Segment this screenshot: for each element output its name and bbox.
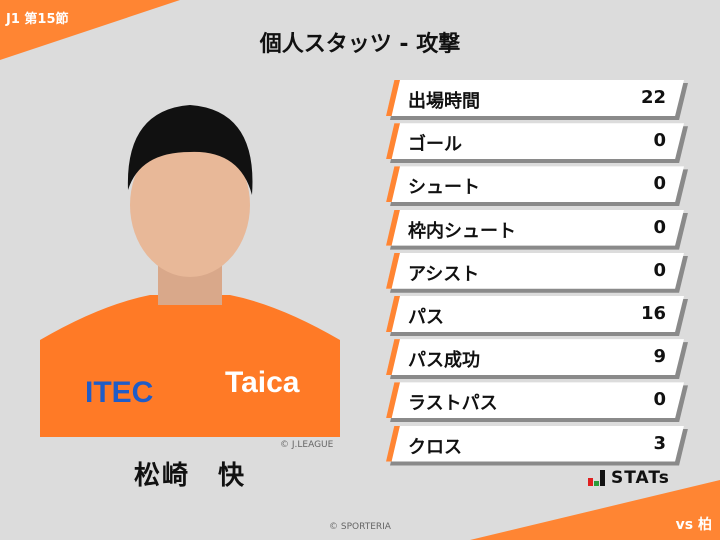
matchday-label: J1 第15節 bbox=[6, 12, 69, 27]
stat-row: アシスト 0 bbox=[386, 252, 688, 293]
stat-row: ゴール 0 bbox=[386, 123, 688, 164]
stat-value: 0 bbox=[653, 259, 666, 281]
stat-row: ラストパス 0 bbox=[386, 382, 688, 423]
stats-logo: STATs bbox=[588, 468, 670, 488]
player-photo: ITEC Taica bbox=[40, 80, 340, 437]
stats-list: 出場時間 22 ゴール 0 シュート 0 枠内シュート 0 アシスト 0 パス 16 パス成功 9 ラストパ… bbox=[386, 80, 688, 469]
stat-row: クロス 3 bbox=[386, 425, 688, 466]
stat-label: 枠内シュート bbox=[408, 220, 516, 242]
row-background bbox=[386, 382, 684, 419]
jersey-sponsor: ITEC bbox=[85, 376, 153, 409]
stat-value: 9 bbox=[653, 346, 666, 368]
stat-label: パス bbox=[408, 306, 444, 328]
photo-credit: © J.LEAGUE bbox=[280, 440, 334, 450]
stat-row: パス成功 9 bbox=[386, 339, 688, 380]
copyright: © SPORTERIA bbox=[329, 522, 391, 532]
stat-value: 0 bbox=[653, 389, 666, 411]
stat-label: アシスト bbox=[408, 263, 480, 285]
stat-row: シュート 0 bbox=[386, 166, 688, 207]
stat-value: 16 bbox=[640, 302, 666, 324]
stat-row: 出場時間 22 bbox=[386, 80, 688, 120]
stat-row: 枠内シュート 0 bbox=[386, 209, 688, 250]
row-background bbox=[386, 80, 684, 116]
stat-row: パス 16 bbox=[386, 295, 688, 336]
stat-label: シュート bbox=[408, 177, 480, 199]
page-title: 個人スタッツ - 攻撃 bbox=[259, 32, 461, 57]
bar-chart-icon bbox=[588, 470, 605, 486]
stat-value: 0 bbox=[653, 173, 666, 195]
stat-value: 3 bbox=[653, 432, 666, 454]
player-name: 松崎 快 bbox=[133, 461, 246, 491]
stat-label: ゴール bbox=[408, 134, 462, 156]
jersey-sponsor: Taica bbox=[225, 366, 300, 399]
stat-value: 0 bbox=[653, 130, 666, 152]
row-background bbox=[386, 166, 684, 203]
row-background bbox=[386, 339, 684, 376]
brand-name: STATs bbox=[611, 468, 670, 488]
opponent-label: vs 柏 bbox=[675, 517, 712, 533]
row-background bbox=[386, 123, 684, 160]
row-background bbox=[386, 209, 684, 246]
row-background bbox=[386, 425, 684, 462]
stat-value: 22 bbox=[640, 87, 666, 108]
stat-label: クロス bbox=[408, 436, 462, 458]
stat-label: パス成功 bbox=[408, 350, 480, 372]
stat-value: 0 bbox=[653, 216, 666, 238]
stat-label: ラストパス bbox=[408, 393, 498, 415]
row-background bbox=[386, 295, 684, 332]
stat-label: 出場時間 bbox=[408, 91, 480, 112]
row-background bbox=[386, 252, 684, 289]
